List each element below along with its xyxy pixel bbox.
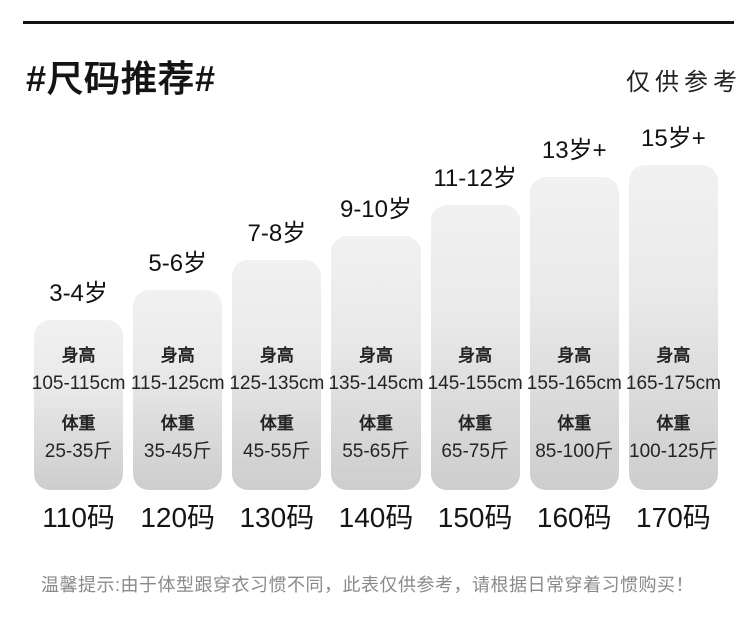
weight-range: 100-125斤 xyxy=(629,441,718,462)
height-label: 身高 xyxy=(259,346,294,365)
size-bar: 身高 115-125cm 体重 35-45斤 xyxy=(130,290,225,490)
height-label: 身高 xyxy=(458,346,493,365)
weight-label: 体重 xyxy=(557,414,592,433)
size-bar: 身高 145-155cm 体重 65-75斤 xyxy=(427,205,523,490)
weight-range: 55-65斤 xyxy=(342,441,410,462)
weight-range: 85-100斤 xyxy=(535,441,614,462)
size-code-row: 110码 120码 130码 140码 150码 160码 170码 xyxy=(34,501,718,535)
age-label: 3-4岁 xyxy=(49,280,108,307)
height-range: 115-125cm xyxy=(130,373,225,394)
size-bar: 身高 135-145cm 体重 55-65斤 xyxy=(328,236,424,490)
age-label: 9-10岁 xyxy=(339,196,413,223)
size-column: 7-8岁 身高 125-135cm 体重 45-55斤 xyxy=(229,220,325,490)
age-label: 11-12岁 xyxy=(433,165,517,192)
weight-label: 体重 xyxy=(358,414,393,433)
height-range: 125-135cm xyxy=(229,373,325,394)
size-code-label: 130码 xyxy=(239,502,315,533)
size-code-label: 160码 xyxy=(536,502,612,533)
size-code-label: 110码 xyxy=(42,502,115,533)
height-range: 145-155cm xyxy=(427,373,523,394)
weight-range: 25-35斤 xyxy=(44,441,113,462)
size-code-label: 120码 xyxy=(140,502,216,533)
weight-label: 体重 xyxy=(259,414,294,433)
size-column: 3-4岁 身高 105-115cm 体重 25-35斤 xyxy=(31,280,126,490)
size-bar: 身高 155-165cm 体重 85-100斤 xyxy=(526,177,622,490)
height-range: 155-165cm xyxy=(526,373,622,394)
weight-label: 体重 xyxy=(160,414,195,433)
height-label: 身高 xyxy=(61,346,96,365)
height-label: 身高 xyxy=(358,346,393,365)
weight-label: 体重 xyxy=(458,414,493,433)
height-range: 105-115cm xyxy=(31,373,126,394)
size-bar: 身高 125-135cm 体重 45-55斤 xyxy=(229,260,325,490)
footer-tip: 温馨提示:由于体型跟穿衣习惯不同，此表仅供参考，请根据日常穿着习惯购买！ xyxy=(41,575,694,595)
top-divider-rule xyxy=(23,21,734,24)
age-label: 13岁+ xyxy=(541,137,607,164)
age-label: 5-6岁 xyxy=(148,250,208,277)
height-label: 身高 xyxy=(656,346,691,365)
page-title: #尺码推荐# xyxy=(26,58,217,99)
size-bars-chart: 3-4岁 身高 105-115cm 体重 25-35斤 5-6岁 身高 115-… xyxy=(31,0,721,490)
weight-range: 65-75斤 xyxy=(441,441,509,462)
size-column: 5-6岁 身高 115-125cm 体重 35-45斤 xyxy=(130,250,225,490)
size-bar: 身高 165-175cm 体重 100-125斤 xyxy=(625,165,721,490)
height-range: 135-145cm xyxy=(328,373,424,394)
size-column: 11-12岁 身高 145-155cm 体重 65-75斤 xyxy=(427,165,523,490)
reference-only-note: 仅供参考 xyxy=(626,69,742,96)
weight-label: 体重 xyxy=(656,414,691,433)
size-code-label: 150码 xyxy=(437,502,513,533)
age-label: 15岁+ xyxy=(641,125,706,152)
height-range: 165-175cm xyxy=(625,373,721,394)
age-label: 7-8岁 xyxy=(247,220,307,247)
size-column: 13岁+ 身高 155-165cm 体重 85-100斤 xyxy=(526,137,622,490)
weight-label: 体重 xyxy=(61,414,96,433)
height-label: 身高 xyxy=(160,346,195,365)
size-bar: 身高 105-115cm 体重 25-35斤 xyxy=(31,320,126,490)
size-column: 9-10岁 身高 135-145cm 体重 55-65斤 xyxy=(328,196,424,490)
size-column: 15岁+ 身高 165-175cm 体重 100-125斤 xyxy=(625,125,721,490)
height-label: 身高 xyxy=(557,346,592,365)
size-code-label: 140码 xyxy=(338,502,414,533)
weight-range: 35-45斤 xyxy=(143,441,212,462)
size-code-label: 170码 xyxy=(636,502,711,533)
weight-range: 45-55斤 xyxy=(243,441,311,462)
